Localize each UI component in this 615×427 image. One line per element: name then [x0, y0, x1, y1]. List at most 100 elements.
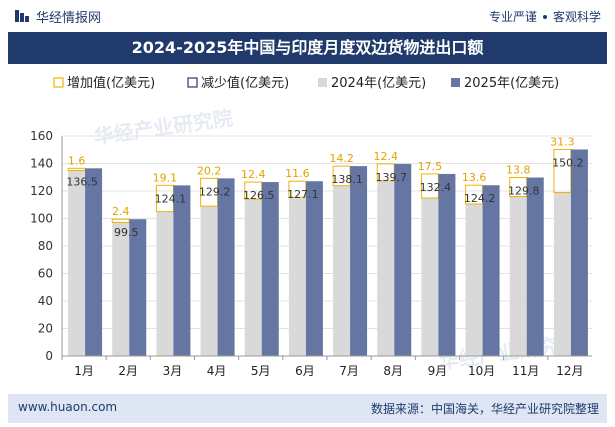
y-tick-label: 80: [38, 239, 53, 253]
data-label-increase: 12.4: [374, 150, 399, 163]
brand-logo-icon: [15, 10, 29, 22]
data-label-2025: 132.4: [420, 181, 452, 194]
y-tick-label: 40: [38, 294, 53, 308]
bar-2024: [156, 211, 174, 356]
x-tick-label: 12月: [556, 364, 583, 378]
bar-2025: [394, 163, 412, 356]
bar-2024: [68, 170, 86, 356]
legend-swatch-decrease: [187, 77, 198, 88]
chart-title: 2024-2025年中国与印度月度双边货物进出口额: [131, 38, 484, 57]
bar-increase: [67, 167, 86, 172]
data-label-2025: 129.8: [508, 185, 540, 198]
brand-name: 华经情报网: [36, 11, 102, 26]
legend-swatch-series2024: [318, 78, 327, 87]
y-tick-label: 60: [38, 267, 53, 281]
bar-2024: [421, 198, 439, 356]
legend-swatch-increase: [53, 77, 64, 88]
data-label-2025: 138.1: [331, 173, 363, 186]
bar-2025: [173, 185, 191, 356]
bar-2025: [482, 185, 500, 356]
y-tick-label: 0: [45, 349, 53, 363]
data-source: 数据来源：中国海关，华经产业研究院整理: [370, 402, 599, 416]
bar-2024: [509, 196, 527, 356]
slogan: 专业严谨 客观科学: [489, 8, 601, 25]
x-tick-label: 1月: [74, 364, 94, 378]
bar-chart: 增加值(亿美元) 减少值(亿美元) 2024年(亿美元) 2025年(亿美元) 华经产…: [30, 75, 592, 378]
x-tick-label: 8月: [383, 364, 403, 378]
bar-2025: [526, 177, 544, 356]
bar-2024: [377, 180, 395, 356]
data-label-2025: 127.1: [287, 188, 319, 201]
data-label-2025: 150.2: [552, 156, 584, 169]
bar-2025: [129, 219, 147, 356]
legend-label-increase: 增加值(亿美元): [67, 75, 155, 91]
bar-2025: [261, 182, 279, 356]
legend-label-decrease: 减少值(亿美元): [201, 75, 289, 91]
y-tick-label: 120: [30, 184, 53, 198]
bar-2024: [553, 192, 571, 356]
legend-swatch-series2025: [451, 78, 460, 87]
x-tick-label: 10月: [468, 364, 495, 378]
data-label-2025: 129.2: [199, 185, 231, 198]
x-tick-label: 9月: [428, 364, 448, 378]
data-label-increase: 2.4: [112, 205, 130, 218]
data-label-increase: 11.6: [285, 167, 310, 180]
bar-2024: [465, 203, 483, 356]
bar-2025: [305, 181, 323, 356]
data-label-increase: 14.2: [329, 152, 354, 165]
x-tick-label: 11月: [512, 364, 539, 378]
data-label-increase: 20.2: [197, 164, 222, 177]
data-label-increase: 31.3: [550, 135, 575, 148]
data-label-2025: 136.5: [66, 175, 98, 188]
bar-2025: [350, 166, 368, 356]
top-bar: 华经情报网 专业严谨 客观科学: [0, 0, 615, 32]
x-tick-label: 5月: [251, 364, 271, 378]
bar-2025: [217, 178, 235, 356]
data-label-increase: 19.1: [153, 171, 178, 184]
data-labels-group: 1.6 136.5 2.4 99.5 19.1 124.1 20.2 129.2 12.4 126…: [66, 135, 583, 239]
data-label-increase: 12.4: [241, 168, 266, 181]
legend-item-increase: 增加值(亿美元): [53, 75, 155, 91]
bar-2024: [200, 206, 218, 356]
legend-item-series2024: 2024年(亿美元): [318, 76, 426, 91]
bar-2025: [570, 149, 588, 356]
x-tick-label: 3月: [163, 364, 183, 378]
x-tick-label: 2月: [118, 364, 138, 378]
footer-url[interactable]: www.huaon.com: [18, 400, 118, 414]
bar-2024: [288, 197, 306, 356]
legend-item-decrease: 减少值(亿美元): [187, 75, 289, 91]
y-tick-label: 100: [30, 212, 53, 226]
slogan-left: 专业严谨: [488, 10, 537, 24]
data-label-2025: 139.7: [376, 171, 408, 184]
x-tick-label: 4月: [207, 364, 227, 378]
axes-group: 0 20 40 60 80 100 120 140 160 1月 2月 3月 4月 5月 6月 7月 8月 9月 1…: [30, 129, 592, 378]
data-label-increase: 17.5: [418, 160, 443, 173]
x-tick-label: 6月: [295, 364, 315, 378]
y-tick-label: 160: [30, 129, 53, 143]
data-label-2025: 99.5: [114, 226, 139, 239]
bar-2024: [333, 185, 351, 356]
bar-increase: [111, 218, 130, 223]
y-tick-label: 140: [30, 157, 53, 171]
footer-bar: www.huaon.com 数据来源：中国海关，华经产业研究院整理: [8, 394, 607, 423]
data-label-increase: 1.6: [68, 154, 86, 167]
separator-dot-icon: [542, 14, 547, 19]
watermark-text-0: 华经产业研究院: [92, 106, 234, 149]
slogan-right: 客观科学: [552, 10, 601, 24]
legend-label-series2024: 2024年(亿美元): [331, 76, 426, 91]
chart-legend: 增加值(亿美元) 减少值(亿美元) 2024年(亿美元) 2025年(亿美元): [53, 75, 559, 91]
bar-2024: [244, 199, 262, 356]
legend-item-series2025: 2025年(亿美元): [451, 76, 559, 91]
data-label-2025: 124.1: [155, 192, 187, 205]
legend-label-series2025: 2025年(亿美元): [464, 76, 559, 91]
bar-2025: [438, 173, 456, 356]
data-label-2025: 124.2: [464, 192, 496, 205]
data-label-2025: 126.5: [243, 189, 275, 202]
grid-lines: [62, 135, 592, 357]
data-label-increase: 13.8: [506, 164, 531, 177]
y-tick-label: 20: [38, 322, 53, 336]
x-tick-label: 7月: [339, 364, 359, 378]
bar-2025: [85, 168, 103, 356]
bar-2024: [112, 222, 130, 356]
title-bar: 2024-2025年中国与印度月度双边货物进出口额: [8, 32, 607, 64]
